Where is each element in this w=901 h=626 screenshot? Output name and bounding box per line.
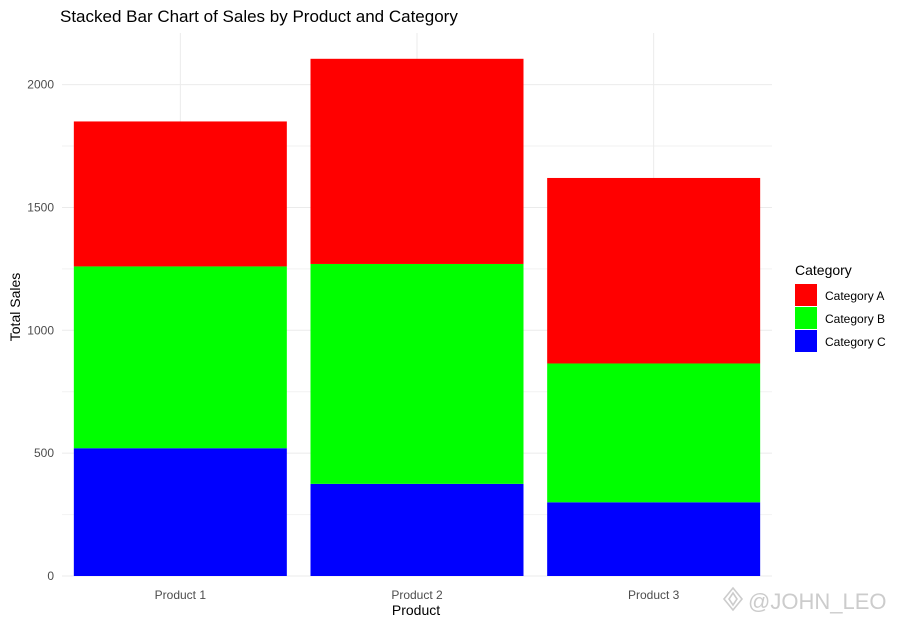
y-tick-label: 1500	[27, 200, 54, 214]
y-tick-label: 0	[47, 569, 54, 583]
y-tick-label: 2000	[27, 78, 54, 92]
legend-key-category-a	[795, 284, 817, 306]
bar-category-a-product-2	[310, 58, 524, 264]
legend-label-category-a: Category A	[825, 289, 884, 303]
x-tick-label: Product 3	[628, 588, 680, 602]
chart-title: Stacked Bar Chart of Sales by Product an…	[60, 7, 458, 26]
bar-category-c-product-1	[73, 448, 287, 576]
x-axis-title: Product	[392, 602, 440, 618]
y-axis-ticks: 0 500 1000 1500 2000	[27, 78, 54, 583]
legend-label-category-b: Category B	[825, 312, 885, 326]
x-axis-ticks: Product 1 Product 2 Product 3	[155, 588, 680, 602]
legend-key-category-b	[795, 307, 817, 329]
x-tick-label: Product 2	[391, 588, 443, 602]
bar-category-a-product-3	[547, 177, 761, 364]
legend-label-category-c: Category C	[825, 335, 886, 349]
y-tick-label: 500	[34, 446, 54, 460]
bar-category-b-product-1	[73, 266, 287, 449]
bar-category-c-product-3	[547, 502, 761, 576]
bars	[73, 58, 761, 576]
legend-items: Category A Category B Category C	[795, 284, 886, 352]
x-tick-label: Product 1	[155, 588, 207, 602]
legend-key-category-c	[795, 330, 817, 352]
y-tick-label: 1000	[27, 323, 54, 337]
bar-category-c-product-2	[310, 483, 524, 576]
bar-category-b-product-2	[310, 263, 524, 484]
watermark: @JOHN_LEO	[722, 586, 886, 614]
watermark-logo-icon	[722, 586, 744, 612]
legend-title: Category	[795, 262, 852, 278]
legend: Category Category A Category B Category C	[795, 262, 886, 352]
bar-category-b-product-3	[547, 363, 761, 503]
bar-category-a-product-1	[73, 121, 287, 267]
y-axis-title: Total Sales	[7, 273, 23, 341]
watermark-text: @JOHN_LEO	[748, 589, 886, 614]
